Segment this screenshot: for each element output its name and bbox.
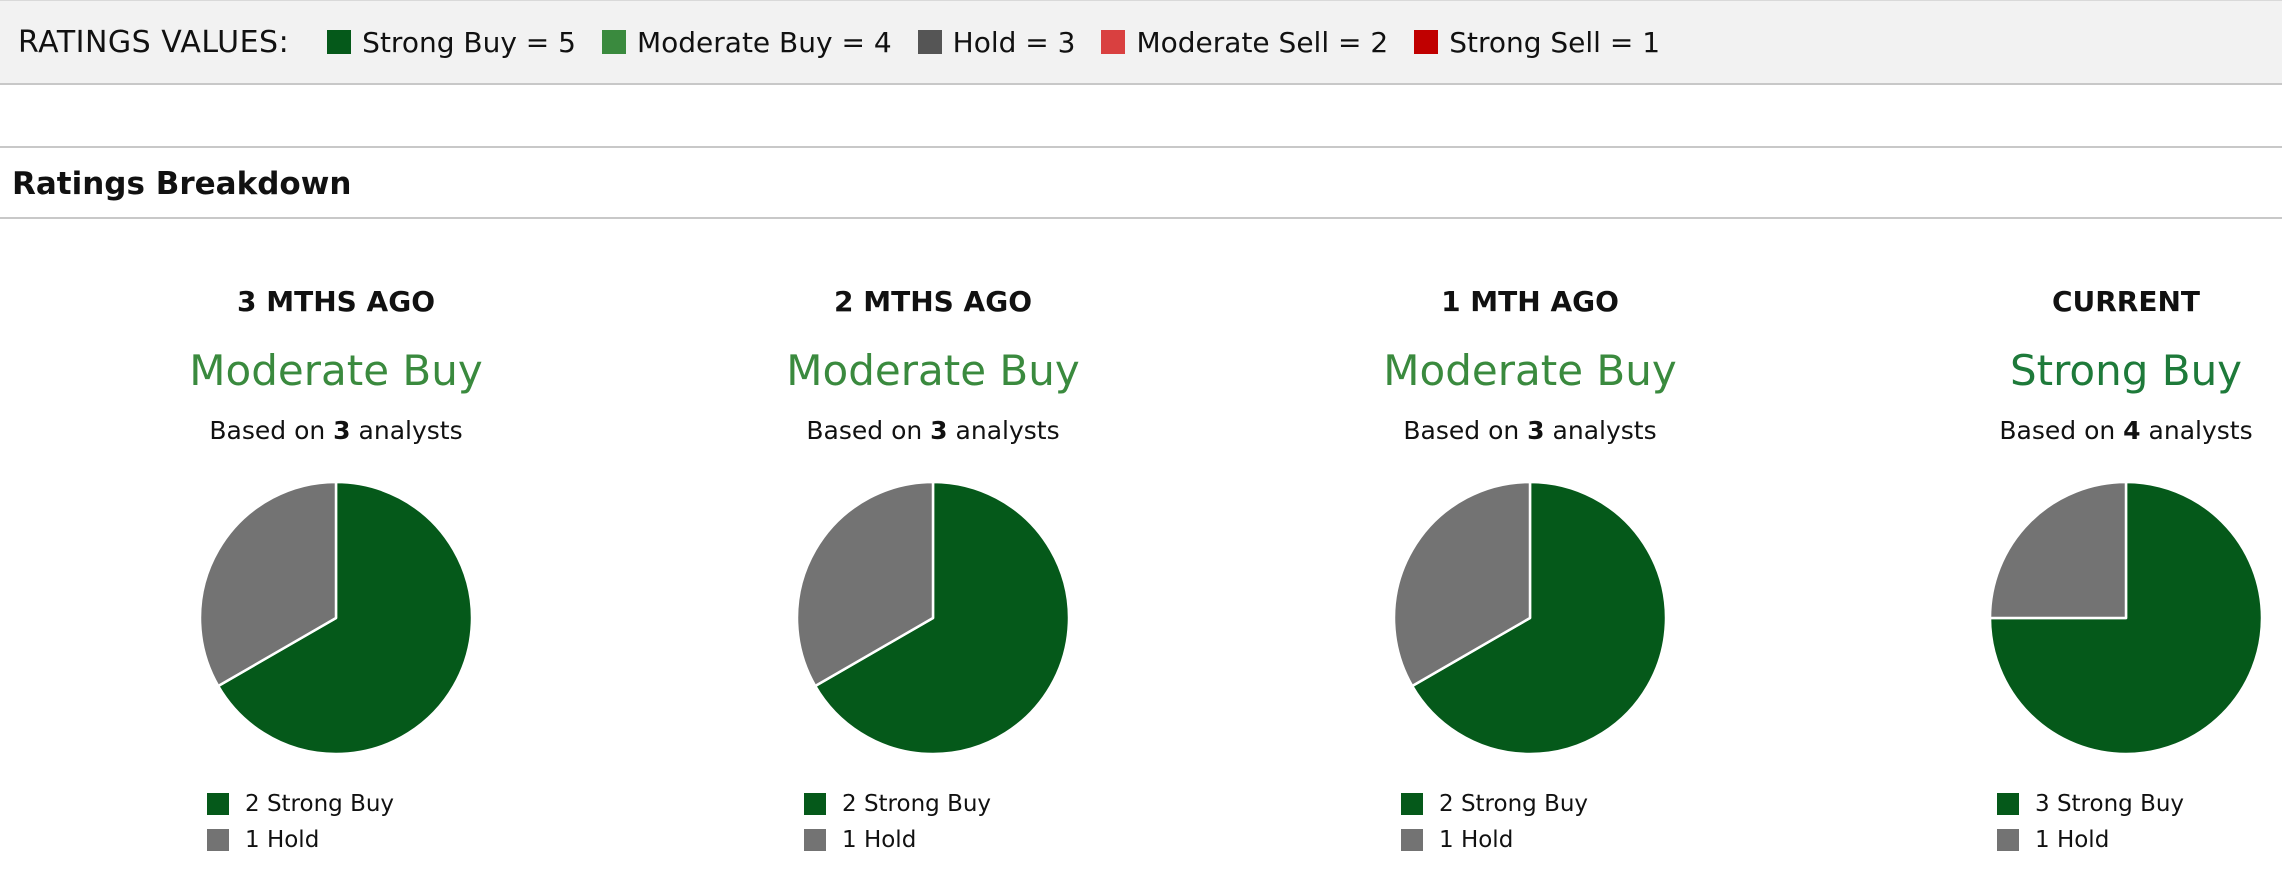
- ratings-panel-3-mths-ago: 3 MTHS AGO Moderate Buy Based on 3 analy…: [76, 270, 596, 872]
- panel-legend-strong-buy: 3 Strong Buy: [1997, 786, 2184, 822]
- divider-bottom: [0, 217, 2282, 219]
- legend-swatch-strong-sell: [1414, 30, 1439, 54]
- panel-legend-label-hold: 1 Hold: [245, 827, 320, 853]
- analyst-count: 3: [1527, 416, 1545, 445]
- legend-item-strong-buy: Strong Buy = 5: [327, 26, 576, 59]
- panel-period: CURRENT: [2051, 285, 2201, 318]
- legend-label-strong-sell: Strong Sell = 1: [1449, 25, 1661, 59]
- panel-legend-label-hold: 1 Hold: [842, 827, 917, 853]
- panel-legend-label-hold: 1 Hold: [1439, 827, 1514, 853]
- panel-legend-label-strong-buy: 2 Strong Buy: [1439, 791, 1589, 817]
- panel-legend-hold: 1 Hold: [1997, 822, 2184, 858]
- based-suffix: analysts: [2148, 416, 2253, 445]
- legend-item-strong-sell: Strong Sell = 1: [1414, 26, 1660, 59]
- panel-legend-hold: 1 Hold: [804, 822, 991, 858]
- legend-swatch-hold: [917, 30, 942, 54]
- pie-slice-hold: [1988, 480, 2128, 620]
- based-prefix: Based on: [806, 416, 923, 445]
- panel-legend-swatch-hold: [1401, 829, 1423, 851]
- panel-legend-label-strong-buy: 2 Strong Buy: [842, 791, 992, 817]
- pie-slice-hold: [795, 480, 935, 688]
- panel-legend-label-strong-buy: 2 Strong Buy: [245, 791, 395, 817]
- ratings-panel-1-mth-ago: 1 MTH AGO Moderate Buy Based on 3 analys…: [1270, 270, 1790, 872]
- panel-legend-swatch-hold: [207, 829, 229, 851]
- pie-chart: [1988, 480, 2264, 756]
- panel-legend-hold: 1 Hold: [1401, 822, 1588, 858]
- pie-slice-hold: [1392, 480, 1532, 688]
- pie-chart: [795, 480, 1071, 756]
- divider-top: [0, 146, 2282, 148]
- analyst-count: 3: [930, 416, 948, 445]
- legend-swatch-moderate-sell: [1101, 30, 1126, 54]
- panel-consensus: Moderate Buy: [786, 346, 1080, 395]
- based-prefix: Based on: [1999, 416, 2116, 445]
- based-suffix: analysts: [1552, 416, 1657, 445]
- panel-legend-swatch-hold: [804, 829, 826, 851]
- panel-based-on: Based on 3 analysts: [76, 416, 596, 445]
- panel-period: 1 MTH AGO: [1441, 285, 1619, 318]
- panel-legend-swatch-strong-buy: [804, 793, 826, 815]
- ratings-values-title: RATINGS VALUES:: [18, 24, 290, 60]
- legend-swatch-moderate-buy: [601, 30, 626, 54]
- pie-slice-strong-buy: [216, 480, 474, 756]
- legend-item-moderate-sell: Moderate Sell = 2: [1101, 26, 1388, 59]
- legend-swatch-strong-buy: [327, 30, 352, 54]
- ratings-values-legend: RATINGS VALUES: Strong Buy = 5 Moderate …: [0, 0, 2282, 85]
- panel-based-on: Based on 3 analysts: [673, 416, 1193, 445]
- based-prefix: Based on: [1403, 416, 1520, 445]
- pie-slice-strong-buy: [813, 480, 1071, 756]
- panel-legend: 3 Strong Buy 1 Hold: [1997, 786, 2184, 858]
- based-suffix: analysts: [955, 416, 1060, 445]
- pie-chart: [198, 480, 474, 756]
- panel-legend-swatch-hold: [1997, 829, 2019, 851]
- panel-period: 3 MTHS AGO: [237, 285, 435, 318]
- panel-consensus: Strong Buy: [2009, 346, 2243, 395]
- panel-legend-swatch-strong-buy: [1997, 793, 2019, 815]
- panel-legend-label-hold: 1 Hold: [2035, 827, 2110, 853]
- panel-legend-strong-buy: 2 Strong Buy: [804, 786, 991, 822]
- panel-legend-strong-buy: 2 Strong Buy: [207, 786, 394, 822]
- panel-legend-strong-buy: 2 Strong Buy: [1401, 786, 1588, 822]
- pie-slice-hold: [198, 480, 338, 688]
- ratings-panel-current: CURRENT Strong Buy Based on 4 analysts 3…: [1866, 270, 2282, 872]
- legend-label-hold: Hold = 3: [952, 25, 1076, 59]
- panel-legend-swatch-strong-buy: [207, 793, 229, 815]
- analyst-count: 4: [2123, 416, 2141, 445]
- panel-consensus: Moderate Buy: [189, 346, 483, 395]
- pie-slice-strong-buy: [1410, 480, 1668, 756]
- analyst-count: 3: [333, 416, 351, 445]
- based-prefix: Based on: [209, 416, 326, 445]
- legend-label-moderate-buy: Moderate Buy = 4: [636, 25, 892, 59]
- panel-legend-swatch-strong-buy: [1401, 793, 1423, 815]
- pie-chart: [1392, 480, 1668, 756]
- panel-consensus: Moderate Buy: [1383, 346, 1677, 395]
- panel-based-on: Based on 3 analysts: [1270, 416, 1790, 445]
- ratings-panel-2-mths-ago: 2 MTHS AGO Moderate Buy Based on 3 analy…: [673, 270, 1193, 872]
- based-suffix: analysts: [358, 416, 463, 445]
- panel-legend-label-strong-buy: 3 Strong Buy: [2035, 791, 2185, 817]
- legend-item-moderate-buy: Moderate Buy = 4: [601, 25, 892, 59]
- panel-period: 2 MTHS AGO: [834, 285, 1032, 318]
- section-title: Ratings Breakdown: [12, 166, 352, 202]
- legend-label-moderate-sell: Moderate Sell = 2: [1136, 25, 1389, 59]
- panel-legend: 2 Strong Buy 1 Hold: [804, 786, 991, 858]
- legend-label-strong-buy: Strong Buy = 5: [362, 25, 576, 59]
- panel-legend: 2 Strong Buy 1 Hold: [1401, 786, 1588, 858]
- panel-legend-hold: 1 Hold: [207, 822, 394, 858]
- panel-legend: 2 Strong Buy 1 Hold: [207, 786, 394, 858]
- legend-item-hold: Hold = 3: [917, 25, 1076, 59]
- panel-based-on: Based on 4 analysts: [1866, 416, 2282, 445]
